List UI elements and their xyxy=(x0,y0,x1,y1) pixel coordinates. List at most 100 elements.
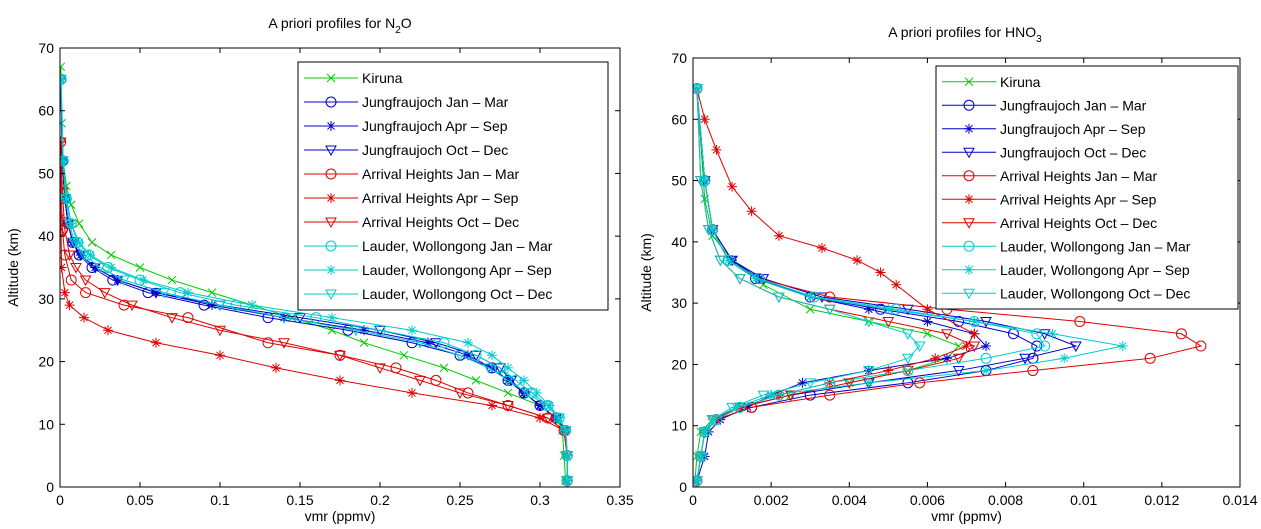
data-point xyxy=(214,325,226,337)
data-point xyxy=(766,390,777,401)
x-axis-label: vmr (ppmv) xyxy=(931,508,1002,524)
data-point xyxy=(94,263,106,274)
data-point xyxy=(271,362,281,373)
hno3-chart: A priori profiles for HNO3 0 0.002 0.004 0.0… xyxy=(638,24,1258,524)
data-point xyxy=(503,388,513,398)
data-point xyxy=(166,313,178,324)
data-point xyxy=(727,181,738,192)
x-tick-label: 0.3 xyxy=(530,492,550,508)
legend-entry: Arrival Heights Jan – Mar xyxy=(362,166,520,182)
data-point xyxy=(183,287,193,298)
data-point xyxy=(502,375,514,387)
x-tick-label: 0.006 xyxy=(910,492,945,508)
legend-marker xyxy=(326,73,336,83)
data-point xyxy=(1074,316,1086,328)
data-point xyxy=(106,250,116,260)
series-line xyxy=(60,79,568,481)
data-point xyxy=(230,299,242,311)
y-tick-label: 30 xyxy=(671,295,687,311)
data-point xyxy=(68,237,81,249)
data-point xyxy=(60,225,71,236)
data-point xyxy=(702,225,715,236)
data-point xyxy=(922,316,933,327)
legend-entry: Lauder, Wollongong Oct – Dec xyxy=(362,286,552,302)
x-tick-label: 0.002 xyxy=(754,492,789,508)
y-axis-label: Altitude (km) xyxy=(638,233,654,312)
data-point xyxy=(60,194,72,205)
data-point xyxy=(561,451,574,462)
x-tick-label: 0.004 xyxy=(832,492,867,508)
data-point xyxy=(118,275,130,287)
data-point xyxy=(730,402,741,413)
data-point xyxy=(74,237,85,248)
data-point xyxy=(207,300,217,311)
data-point xyxy=(63,250,76,261)
data-point xyxy=(126,300,138,312)
data-point xyxy=(694,451,707,463)
chart-title: A priori profiles for N2O xyxy=(268,15,411,36)
data-point xyxy=(1031,328,1043,340)
data-point xyxy=(1047,328,1058,339)
legend-entry: Jungfraujoch Jan – Mar xyxy=(362,94,509,110)
data-point xyxy=(135,263,145,272)
data-point xyxy=(922,304,933,315)
data-point xyxy=(214,300,226,312)
x-tick-label: 0.35 xyxy=(606,492,633,508)
data-point xyxy=(961,341,972,352)
legend-marker xyxy=(963,288,975,300)
data-point xyxy=(407,387,417,398)
data-point xyxy=(158,288,170,299)
legend-entry: Lauder, Wollongong Jan – Mar xyxy=(1000,238,1191,254)
data-point xyxy=(359,338,369,348)
x-tick-label: 0.1 xyxy=(210,492,230,508)
data-point xyxy=(540,400,553,412)
y-tick-label: 60 xyxy=(671,111,687,127)
data-point xyxy=(215,350,225,361)
data-point xyxy=(470,349,482,361)
data-point xyxy=(969,316,980,327)
data-point xyxy=(79,312,89,323)
legend-box xyxy=(297,61,609,311)
legend-marker xyxy=(963,170,975,182)
legend-entry: Arrival Heights Apr – Sep xyxy=(1000,191,1157,207)
data-point xyxy=(707,224,718,235)
data-point xyxy=(487,400,497,411)
data-point xyxy=(423,337,433,348)
data-point xyxy=(80,287,92,299)
data-point xyxy=(503,362,513,373)
series-line xyxy=(696,88,976,481)
y-tick-label: 30 xyxy=(38,291,54,307)
y-tick-label: 70 xyxy=(38,40,54,56)
data-point xyxy=(852,255,863,266)
legend-marker xyxy=(325,240,337,252)
y-tick-label: 20 xyxy=(38,354,54,370)
data-point xyxy=(63,219,76,230)
y-tick-label: 0 xyxy=(46,479,54,495)
y-tick-label: 50 xyxy=(671,173,687,189)
data-point xyxy=(79,275,92,287)
data-point xyxy=(207,288,217,297)
data-point xyxy=(111,275,124,287)
x-axis-label: vmr (ppmv) xyxy=(305,508,376,524)
data-point xyxy=(952,366,965,377)
data-point xyxy=(902,329,914,340)
data-point xyxy=(167,275,177,285)
series-line xyxy=(60,79,568,481)
data-point xyxy=(902,353,914,365)
data-point xyxy=(863,304,874,315)
data-point xyxy=(694,176,707,187)
data-point xyxy=(734,274,746,285)
data-point xyxy=(714,255,727,267)
data-point xyxy=(824,389,836,401)
data-point xyxy=(60,287,70,298)
data-point xyxy=(981,365,992,376)
data-point xyxy=(843,378,856,389)
data-point xyxy=(1144,352,1156,364)
data-point xyxy=(60,137,67,149)
legend-entry: Jungfraujoch Apr – Sep xyxy=(1000,121,1146,137)
legend-entry: Arrival Heights Jan – Mar xyxy=(1000,168,1158,184)
data-point xyxy=(726,402,738,414)
legend-marker xyxy=(963,99,975,111)
data-point xyxy=(1027,365,1039,377)
data-point xyxy=(723,255,734,266)
